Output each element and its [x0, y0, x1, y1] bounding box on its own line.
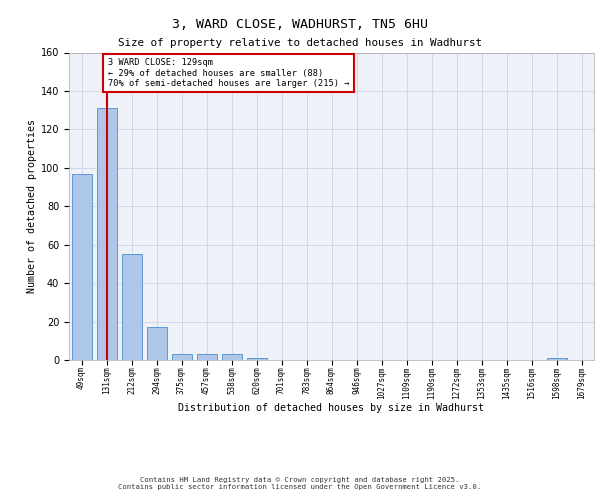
Bar [221, 354, 241, 360]
Text: 3, WARD CLOSE, WADHURST, TN5 6HU: 3, WARD CLOSE, WADHURST, TN5 6HU [172, 18, 428, 30]
Y-axis label: Number of detached properties: Number of detached properties [26, 119, 37, 293]
Text: Contains HM Land Registry data © Crown copyright and database right 2025.
Contai: Contains HM Land Registry data © Crown c… [118, 477, 482, 490]
Bar [121, 254, 142, 360]
Text: Size of property relative to detached houses in Wadhurst: Size of property relative to detached ho… [118, 38, 482, 48]
Bar [547, 358, 566, 360]
Bar [247, 358, 266, 360]
Text: 3 WARD CLOSE: 129sqm
← 29% of detached houses are smaller (88)
70% of semi-detac: 3 WARD CLOSE: 129sqm ← 29% of detached h… [108, 58, 349, 88]
Bar [172, 354, 191, 360]
X-axis label: Distribution of detached houses by size in Wadhurst: Distribution of detached houses by size … [179, 403, 485, 413]
Bar [97, 108, 116, 360]
Bar [71, 174, 91, 360]
Bar [146, 328, 167, 360]
Bar [197, 354, 217, 360]
